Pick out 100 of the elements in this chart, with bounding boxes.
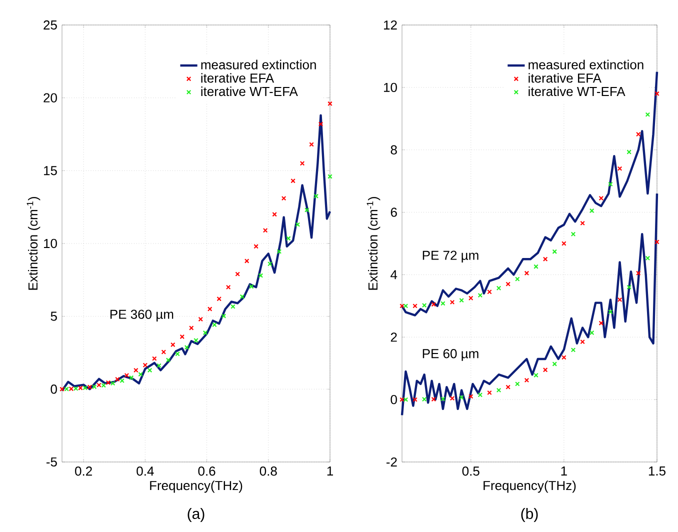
point [152,356,157,361]
point [309,142,314,147]
point [496,286,502,291]
point [124,372,130,378]
x-tick-label: 0.2 [75,466,92,476]
point [96,382,102,388]
point [138,372,143,377]
point [570,348,576,352]
point [147,368,152,373]
point [281,196,286,201]
point [212,322,217,328]
x-tick-label: 0.4 [136,466,154,476]
point [534,372,538,378]
legend-label: iterative WT-EFA [528,86,626,96]
point [645,112,650,117]
y-tick-label: 20 [44,93,57,102]
point [589,208,594,214]
point [524,270,530,276]
point [468,394,474,399]
point [422,396,427,402]
point [207,306,212,312]
x-tick-label: 1.5 [648,466,666,476]
point [328,101,332,106]
point [542,256,548,262]
point [412,304,418,308]
point [580,339,585,344]
point [314,194,319,199]
annotation: PE 360 µm [110,310,174,322]
legend-label: iterative WT-EFA [201,86,298,96]
point [304,208,310,212]
legend-label: measured extinction [201,60,316,70]
point [188,326,194,330]
point [262,228,268,233]
point [608,182,613,187]
point [221,314,226,318]
point [328,174,332,179]
point [562,241,566,246]
point [258,273,264,278]
point [487,390,492,396]
text: (a) [188,508,204,522]
point [431,302,436,307]
point [552,362,558,366]
point [636,132,641,137]
point [496,388,502,393]
y-tick-label: 15 [44,166,57,176]
point [552,249,558,254]
point [478,292,483,298]
point [589,330,594,336]
point [450,300,455,305]
point [249,284,254,289]
point [226,284,231,290]
x-axis-title: Frequency(THz) [150,480,242,493]
y-tick-label: -2 [386,457,397,467]
annotation: PE 60 µm [422,349,478,361]
legend-label: iterative EFA [528,73,602,83]
y-tick-label: 5 [50,312,57,321]
y-tick-label: 2 [390,332,397,342]
point [636,270,641,276]
point [608,309,613,314]
point [134,368,138,373]
y-tick-label: 10 [384,82,397,92]
point [524,378,530,383]
point [175,352,180,356]
point [142,362,148,368]
y-axis-title: Extinction (cm$^{-1}$) [366,197,380,290]
point [202,330,208,336]
point [276,249,282,254]
point [506,384,510,390]
x-tick-label: 0.5 [462,466,480,476]
x-tick-label: 1 [561,466,567,476]
point [400,397,404,402]
point [654,91,660,96]
point [128,375,134,380]
point [570,232,576,237]
point [617,166,622,171]
point [645,256,650,261]
y-tick-label: 0 [50,384,57,394]
point [450,396,455,401]
point [166,358,171,362]
x-tick-label: 0.8 [260,466,277,476]
point [161,350,166,354]
point [184,344,190,350]
point [106,380,111,385]
point [626,284,632,290]
point [92,384,97,390]
point [478,392,483,398]
point [295,222,300,227]
point [78,386,83,390]
y-tick-label: 6 [390,208,397,217]
point [115,376,120,382]
point [216,296,222,302]
point [403,304,408,308]
x-tick-label: 0.6 [198,466,216,476]
point [180,334,185,340]
point [73,386,78,391]
point [542,368,548,372]
point [235,272,240,276]
point [268,261,272,266]
point [515,276,520,282]
point [290,178,296,184]
